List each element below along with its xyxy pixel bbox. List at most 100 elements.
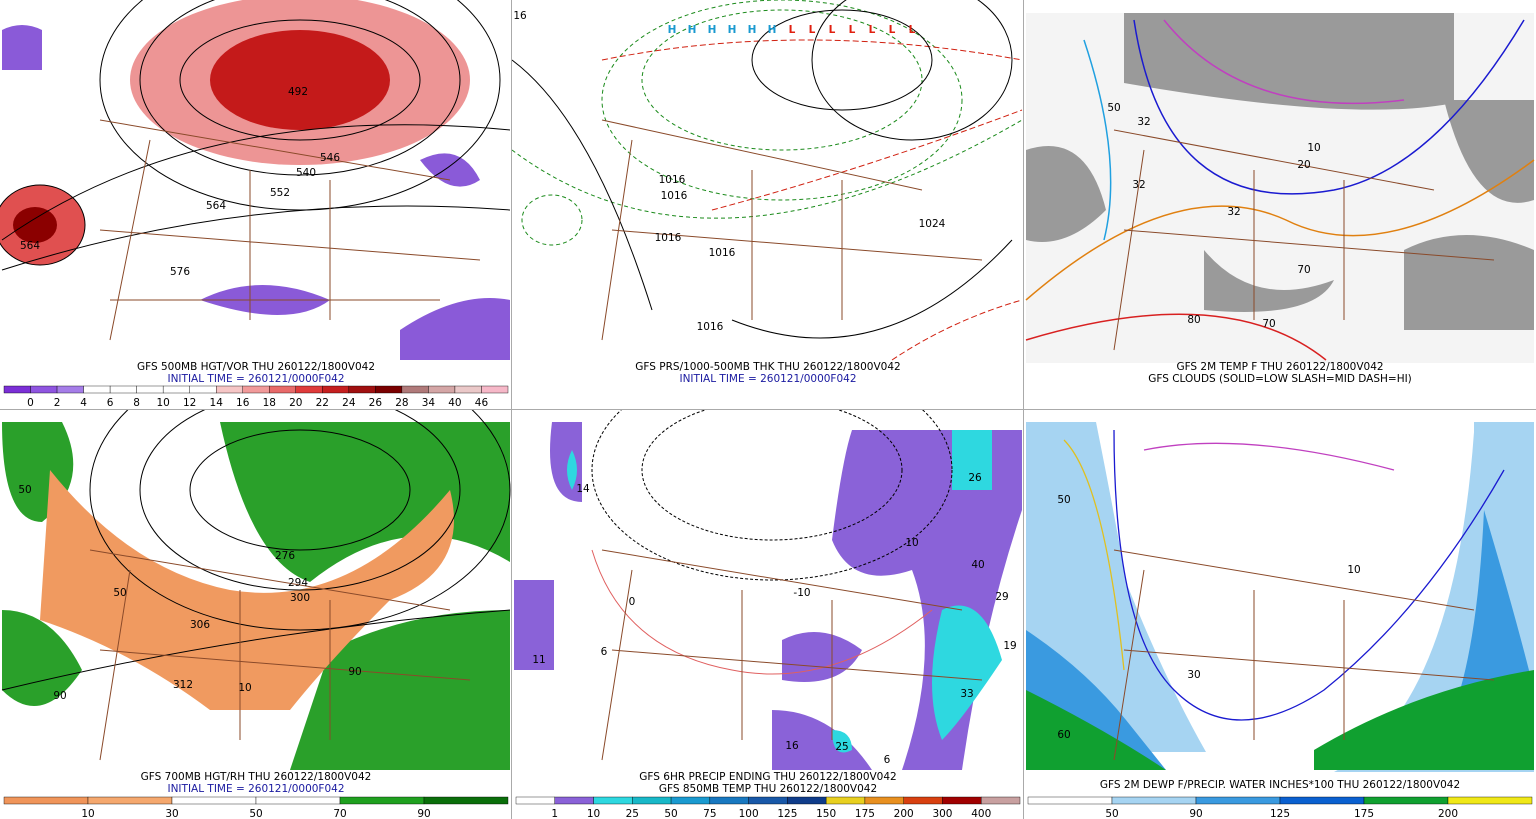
- map-label: -10: [793, 587, 810, 599]
- colorbar-swatch: [864, 796, 904, 805]
- map-label: 300: [290, 592, 310, 604]
- colorbar-label: 1: [551, 808, 558, 819]
- colorbar-swatch: [942, 796, 982, 805]
- colorbar-label: 200: [1438, 808, 1458, 819]
- colorbar-label: 26: [369, 397, 383, 409]
- map-label: L: [909, 24, 916, 36]
- map-label: 10: [905, 537, 918, 549]
- colorbar-label: 50: [249, 808, 262, 819]
- map-label: 546: [320, 152, 340, 164]
- colorbar-label: 12: [183, 397, 196, 409]
- caption: GFS 6HR PRECIP ENDING THU 260122/1800V04…: [639, 771, 896, 783]
- colorbar-label: 90: [417, 808, 430, 819]
- colorbar-label: 34: [422, 397, 436, 409]
- map-label: L: [829, 24, 836, 36]
- colorbar-swatch: [454, 385, 482, 394]
- map-label: 1016: [661, 190, 688, 202]
- colorbar-label: 10: [81, 808, 94, 819]
- map-label: 32: [1137, 116, 1150, 128]
- colorbar-label: 22: [316, 397, 329, 409]
- colorbar-label: 46: [475, 397, 489, 409]
- map-label: 80: [1187, 314, 1200, 326]
- colorbar-swatch: [348, 385, 376, 394]
- map-label: 32: [1227, 206, 1240, 218]
- colorbar-swatch: [171, 796, 257, 805]
- caption: GFS PRS/1000-500MB THK THU 260122/1800V0…: [635, 361, 900, 373]
- map-label: 11: [532, 654, 545, 666]
- map-label: 294: [288, 577, 308, 589]
- panel: 50 60 30 10 GFS 2M DEWP F/PRECIP. WATER INCH…: [1024, 410, 1536, 819]
- caption: GFS CLOUDS (SOLID=LOW SLASH=MID DASH=HI): [1148, 373, 1412, 385]
- map-label: 1024: [919, 218, 946, 230]
- map-label: 1016: [697, 321, 724, 333]
- caption: GFS 2M TEMP F THU 260122/1800V042: [1176, 361, 1383, 373]
- map-label: 70: [1297, 264, 1310, 276]
- map-label: 564: [20, 240, 40, 252]
- colorbar-swatch: [30, 385, 58, 394]
- colorbar-swatch: [981, 796, 1021, 805]
- map-label: 29: [995, 591, 1008, 603]
- map-label: H: [668, 24, 677, 36]
- colorbar-swatch: [554, 796, 594, 805]
- colorbar-label: 8: [133, 397, 140, 409]
- colorbar-label: 30: [165, 808, 178, 819]
- colorbar-swatch: [295, 385, 323, 394]
- colorbar-swatch: [748, 796, 788, 805]
- colorbar-label: 2: [54, 397, 61, 409]
- colorbar-label: 300: [932, 808, 952, 819]
- map-label: L: [869, 24, 876, 36]
- colorbar-label: 4: [80, 397, 87, 409]
- map-label: 33: [960, 688, 973, 700]
- map-label: 10: [1307, 142, 1320, 154]
- colorbar-swatch: [1111, 796, 1197, 805]
- colorbar-swatch: [709, 796, 749, 805]
- map-label: 40: [971, 559, 984, 571]
- colorbar-label: 175: [1354, 808, 1374, 819]
- map-label: 564: [206, 200, 226, 212]
- panel-map: 492 540 546 552 564 564 576 GFS 500MB HGT/VOR T…: [0, 0, 511, 409]
- colorbar-label: 90: [1189, 808, 1202, 819]
- map-label: 25: [835, 741, 848, 753]
- colorbar-label: 40: [448, 397, 461, 409]
- map-label: 552: [270, 187, 290, 199]
- colorbar-swatch: [632, 796, 672, 805]
- caption: INITIAL TIME = 260121/0000F042: [167, 783, 344, 795]
- map-label: 16: [785, 740, 799, 752]
- caption: GFS 2M DEWP F/PRECIP. WATER INCHES*100 T…: [1100, 779, 1460, 791]
- colorbar-label: 150: [816, 808, 836, 819]
- colorbar-label: 18: [263, 397, 276, 409]
- panel: 50 50 90 90 276 294 300 306 312 10 GFS 700MB HGT/R…: [0, 410, 512, 819]
- colorbar-swatch: [670, 796, 711, 805]
- colorbar-swatch: [375, 385, 403, 394]
- map-label: 10: [238, 682, 251, 694]
- colorbar-swatch: [269, 385, 296, 394]
- map-label: L: [789, 24, 796, 36]
- colorbar-label: 125: [777, 808, 797, 819]
- colorbar-swatch: [1195, 796, 1281, 805]
- map-label: 1016: [655, 232, 682, 244]
- divider: [0, 409, 1536, 410]
- colorbar-label: 28: [395, 397, 408, 409]
- colorbar-label: 16: [236, 397, 250, 409]
- map-label: 50: [1057, 494, 1070, 506]
- colorbar-swatch: [593, 796, 633, 805]
- colorbar-swatch: [1447, 796, 1533, 805]
- map-label: 312: [173, 679, 193, 691]
- panel: 492 540 546 552 564 564 576 GFS 500MB HGT/VOR T…: [0, 0, 512, 409]
- map-label: 492: [288, 86, 308, 98]
- panel: 32 32 32 20 10 50 70 70 80 GFS 2M TEMP F THU 2601…: [1024, 0, 1536, 409]
- colorbar-label: 0: [27, 397, 34, 409]
- colorbar-swatch: [1279, 796, 1365, 805]
- map-label: 6: [884, 754, 891, 766]
- map-label: L: [809, 24, 816, 36]
- colorbar-swatch: [423, 796, 509, 805]
- map-label: H: [688, 24, 697, 36]
- colorbar-swatch: [3, 796, 89, 805]
- panel-map: 14 11 6 10 40 29 19 33 26 25 16 6 -10 0 GFS 6HR PRECIP…: [514, 410, 1022, 819]
- map-label: 70: [1262, 318, 1275, 330]
- colorbar-swatch: [109, 385, 137, 394]
- colorbar-label: 14: [210, 397, 224, 409]
- map-label: L: [849, 24, 856, 36]
